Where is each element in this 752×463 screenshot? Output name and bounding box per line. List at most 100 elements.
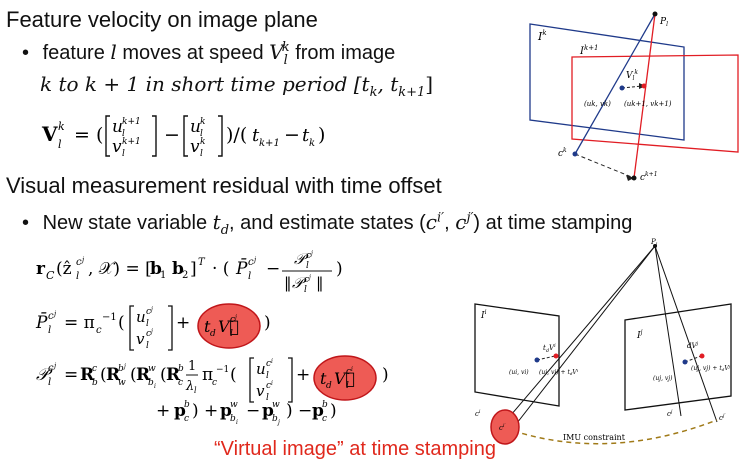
svg-text:k+1: k+1 — [122, 117, 141, 127]
svg-text:): ) — [330, 401, 337, 421]
svg-text:p: p — [312, 401, 324, 421]
svg-text:c: c — [146, 307, 151, 317]
svg-text:1: 1 — [188, 359, 196, 374]
svg-text:l: l — [266, 371, 269, 381]
svg-text:cj: cj — [667, 409, 673, 418]
eq-v-sup: k — [58, 120, 65, 133]
svg-text:r: r — [36, 259, 46, 279]
svg-text:c: c — [248, 257, 254, 268]
svg-text:j: j — [307, 274, 311, 281]
svg-text:(uk+1, vk+1): (uk+1, vk+1) — [624, 100, 672, 108]
svg-text:): ) — [264, 313, 271, 333]
svg-text:l: l — [122, 149, 125, 159]
svg-text:R: R — [166, 365, 181, 385]
svg-text:l: l — [146, 341, 149, 351]
svg-text:t: t — [252, 125, 260, 146]
svg-text:j: j — [233, 314, 237, 321]
svg-text:(: ( — [100, 365, 107, 385]
svg-text:l: l — [248, 271, 251, 282]
time-period-line: k to k + 1 in short time period [tk, tk+… — [40, 72, 434, 100]
svg-text:b: b — [178, 364, 184, 374]
highlight-td-vci — [313, 355, 377, 401]
svg-text:−: − — [284, 124, 300, 146]
svg-text:P̄: P̄ — [235, 257, 248, 279]
svg-text:j: j — [309, 250, 313, 257]
svg-text:c: c — [306, 251, 311, 261]
svg-text:b: b — [230, 414, 236, 424]
svg-text:(uj, vj) + tdVj: (uj, vj) + tdVj — [691, 364, 731, 372]
cj-symbol: cj′ — [455, 210, 474, 234]
svg-text:P̄: P̄ — [35, 311, 48, 333]
image-plane-i — [474, 303, 560, 407]
svg-text:(: ( — [130, 365, 137, 385]
svg-text:b: b — [272, 414, 278, 424]
svg-text:i: i — [271, 380, 273, 387]
svg-text:i: i — [154, 383, 156, 390]
svg-text:−: − — [246, 401, 260, 421]
svg-text:c: c — [76, 257, 82, 268]
svg-text:k+1: k+1 — [122, 137, 141, 147]
feature-l: l — [110, 40, 117, 64]
bullet-text-b: moves at speed — [116, 42, 270, 64]
svg-text:=: = — [64, 365, 78, 385]
svg-text:p: p — [174, 401, 186, 421]
highlight-td-vcj — [197, 303, 261, 349]
svg-text:Ik: Ik — [537, 29, 547, 43]
svg-text:k: k — [309, 138, 315, 149]
svg-text:c: c — [346, 367, 351, 377]
svg-text:d: d — [326, 381, 332, 391]
svg-text:−: − — [164, 124, 180, 146]
svg-text:) −: ) − — [286, 401, 312, 421]
svg-text:c: c — [230, 315, 235, 325]
svg-text:l: l — [230, 329, 233, 339]
svg-text:t: t — [204, 317, 211, 336]
svg-text:i: i — [271, 358, 273, 365]
svg-text:V⃗: V⃗ — [334, 369, 355, 388]
svg-text:λ: λ — [185, 379, 194, 394]
figure-feature-velocity: Pl Ik Ik+1 Vlk (uk, vk) (uk+1, vk+1) ck … — [529, 11, 739, 183]
svg-text:w: w — [148, 364, 156, 374]
svg-text:u: u — [112, 117, 123, 137]
svg-text:+: + — [296, 365, 310, 385]
bullet-dot: • — [22, 42, 30, 64]
bullet2-text-c: ) at time stamping — [473, 212, 633, 234]
svg-text:b: b — [172, 259, 184, 279]
svg-text:c: c — [92, 364, 97, 374]
svg-text:dVj: dVj — [687, 341, 699, 350]
svg-text:cj′: cj′ — [719, 413, 726, 422]
ci-symbol: ci′ — [425, 210, 445, 234]
image-plane-k — [529, 23, 685, 141]
svg-text:−1: −1 — [102, 312, 117, 323]
svg-text:b: b — [322, 400, 328, 410]
svg-text:(ui, vi) + tdVi: (ui, vi) + tdVi — [539, 368, 579, 376]
svg-text:k: k — [200, 117, 205, 127]
svg-text:): ) — [382, 365, 389, 385]
svg-text:R: R — [106, 365, 121, 385]
bullet-feature-speed: • feature l moves at speed Vlk from imag… — [22, 40, 395, 68]
svg-text:ck+1: ck+1 — [640, 171, 658, 183]
camera-ck — [572, 151, 578, 157]
svg-text:v: v — [136, 330, 145, 348]
svg-text:j: j — [149, 328, 153, 335]
svg-text:−: − — [266, 259, 280, 279]
svg-text:(uk, vk): (uk, vk) — [584, 100, 611, 108]
svg-text:): ) — [336, 259, 343, 279]
bullet2-text-b: , and estimate states ( — [229, 212, 426, 234]
svg-text:R: R — [80, 365, 95, 385]
svg-text:−1: −1 — [216, 365, 229, 375]
svg-text:): ) — [318, 124, 325, 146]
svg-text:j: j — [52, 310, 57, 318]
svg-text:c: c — [146, 329, 151, 339]
svg-text:+: + — [176, 313, 190, 333]
svg-text:+: + — [156, 401, 170, 421]
highlight-virtual-camera — [490, 409, 520, 445]
figure-time-offset: Pl Ii Ij tdVi dVj (ui, vi) (ui, vi) + td… — [474, 238, 732, 445]
svg-text:v: v — [190, 137, 200, 157]
svg-text:w: w — [272, 400, 280, 410]
svg-text:Pl: Pl — [659, 17, 668, 28]
svg-text:= π: = π — [64, 313, 95, 333]
svg-text:‖: ‖ — [316, 274, 324, 292]
svg-text:l: l — [200, 149, 203, 159]
point-uv-j-shift — [699, 353, 705, 359]
